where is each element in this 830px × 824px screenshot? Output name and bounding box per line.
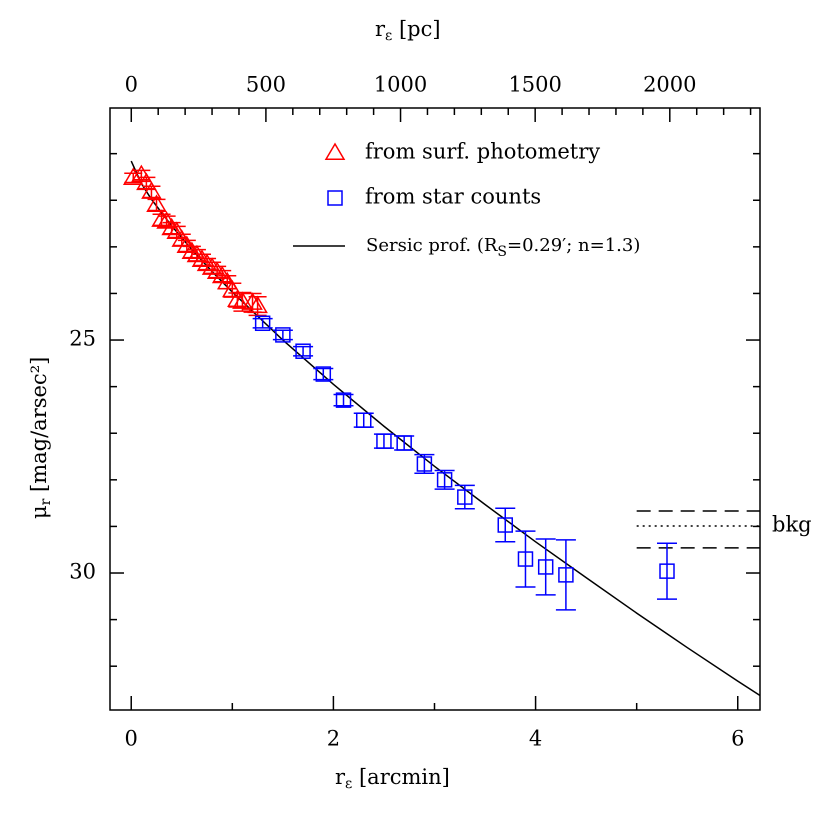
y-axis-label-part: r [38,498,54,505]
error-bar [147,198,166,212]
square-marker [537,559,554,575]
square-marker [497,517,514,533]
triangle-marker [146,194,167,212]
y-axis-label: μr [mag/arsec²] [27,357,55,519]
x2-tick-label: 500 [246,73,286,97]
x-axis-label-part: [arcmin] [352,765,450,789]
x2-tick-label: 1500 [508,73,561,97]
triangle-marker [324,142,346,161]
x-tick-label: 2 [327,727,340,751]
triangle-marker [122,167,144,185]
triangle-marker [247,295,268,314]
x-tick-label: 6 [731,727,744,751]
error-bar [555,539,576,611]
y-tick-label: 30 [69,560,96,584]
square-marker [376,433,392,449]
legend-label: Sersic prof. (RS=0.29′; n=1.3) [366,235,640,260]
square-marker [396,435,412,451]
square-marker [254,315,271,332]
y-axis-label-part: μ [27,505,51,519]
error-bar [656,542,677,600]
y-axis-label-part: [mag/arsec²] [27,357,51,499]
x2-axis-label-part: [pc] [392,17,440,41]
triangle-marker [141,181,162,199]
triangle-marker [232,291,253,309]
square-marker [315,366,332,382]
x2-axis-label-part: r [375,17,386,41]
square-marker [517,551,534,567]
x2-tick-label: 2000 [643,73,696,97]
square-marker [327,190,343,206]
x-axis-label-part: r [335,765,346,789]
square-marker [416,456,433,472]
x-tick-label: 4 [529,727,542,751]
square-marker [295,343,311,359]
square-marker [436,472,453,488]
x-axis-label-part: ε [345,776,352,792]
legend-label-part: =0.29′; n=1.3) [507,235,640,256]
legend-label-part: S [497,244,507,260]
error-bar [535,538,556,596]
error-bar [414,453,435,475]
background-label: bkg [772,512,812,536]
legend-label: from surf. photometry [365,140,600,164]
error-bar [515,530,536,588]
x-tick-label: 0 [125,727,138,751]
square-marker [275,327,291,343]
square-marker [335,392,352,408]
square-marker [355,412,372,428]
error-bar [495,507,516,543]
x2-tick-label: 0 [125,73,138,97]
error-bar [454,484,475,510]
x2-axis-label: rε [pc] [375,17,441,45]
triangle-marker [136,172,157,191]
y-tick-label: 25 [69,327,96,351]
x2-axis-label-part: ε [385,28,392,44]
error-bar [434,469,455,490]
legend-label: from star counts [365,185,541,209]
square-marker [659,563,675,579]
square-marker [457,489,473,505]
legend-label-part: Sersic prof. (R [366,235,498,256]
error-bar [132,169,151,181]
x-axis-label: rε [arcmin] [335,765,450,793]
x2-tick-label: 1000 [374,73,427,97]
triangle-marker [222,279,243,298]
square-marker [558,567,574,583]
